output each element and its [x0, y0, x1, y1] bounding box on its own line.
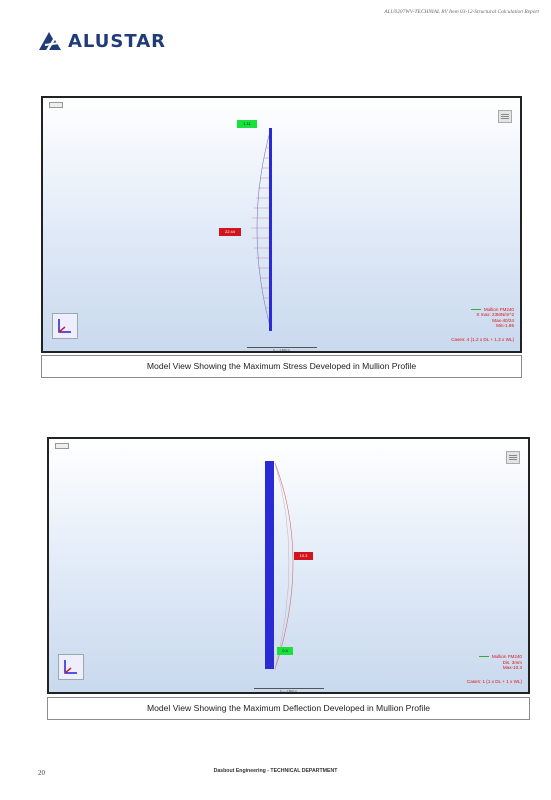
alustar-logo-icon — [39, 32, 61, 50]
stress-legend: Mullion FM240 S max: 23MN/m^2 Max-40/24 … — [451, 307, 514, 343]
deflection-legend: Mullion FM240 Dis. 3mm Max-10.3 Cases: 1… — [467, 654, 522, 684]
axis-triad-icon — [52, 313, 78, 339]
page-number: 20 — [38, 769, 45, 777]
stress-hatch-lines — [251, 137, 271, 319]
axis-triad-icon — [58, 654, 84, 680]
mullion-member — [265, 461, 274, 669]
report-reference: ALU0207WV-TECHNIAL RV Item 03-12-Structu… — [384, 9, 539, 15]
stress-envelope — [256, 127, 272, 331]
logo-wordmark: ALUSTAR — [68, 30, 167, 52]
legend-series: Mullion FM240 — [451, 307, 514, 313]
legend-line: S max: 23MN/m^2 — [476, 312, 514, 317]
legend-series: Mullion FM240 — [467, 654, 522, 660]
load-case-label: Cases: 1 (1 x DL + 1 x WL) — [466, 678, 522, 684]
stress-model-viewport[interactable]: 1.11 22.44 Mullion FM240 S max: 23MN/m^2… — [41, 96, 522, 353]
company-logo: ALUSTAR — [37, 30, 166, 52]
mullion-member — [269, 128, 272, 331]
view-tab-icon[interactable] — [49, 102, 63, 108]
legend-line: Max-40/24 — [492, 317, 514, 323]
scale-bar: 0 — 1.500 m — [246, 347, 317, 351]
view-tab-icon[interactable] — [55, 443, 69, 449]
deflection-curve-inner — [274, 462, 290, 670]
legend-line: Min-1.85 — [496, 323, 514, 328]
deflection-figure-caption: Model View Showing the Maximum Deflectio… — [47, 697, 530, 720]
load-case-label: Cases: 4 (1.2 x DL + 1.3 x WL) — [451, 336, 514, 342]
deflection-curve — [274, 462, 294, 670]
min-stress-tag: 1.11 — [237, 120, 257, 128]
view-menu-icon[interactable] — [506, 451, 520, 464]
view-menu-icon[interactable] — [498, 110, 512, 123]
footer-company: Dasbout Engineering - TECHNICAL DEPARTME… — [213, 768, 338, 774]
min-deflection-tag: 0.4 — [277, 647, 293, 655]
max-deflection-tag: 10.3 — [294, 552, 313, 560]
stress-figure-caption: Model View Showing the Maximum Stress De… — [41, 355, 522, 378]
scale-bar: 0 — 1.500 m — [253, 688, 324, 692]
deflection-model-viewport[interactable]: 10.3 0.4 Mullion FM240 Dis. 3mm Max-10.3… — [47, 437, 530, 694]
stress-diagram — [251, 127, 272, 331]
max-stress-tag: 22.44 — [219, 228, 241, 236]
legend-line: Dis. 3mm — [502, 659, 522, 665]
legend-line: Max-10.3 — [502, 665, 522, 670]
deflection-diagram — [265, 461, 294, 670]
